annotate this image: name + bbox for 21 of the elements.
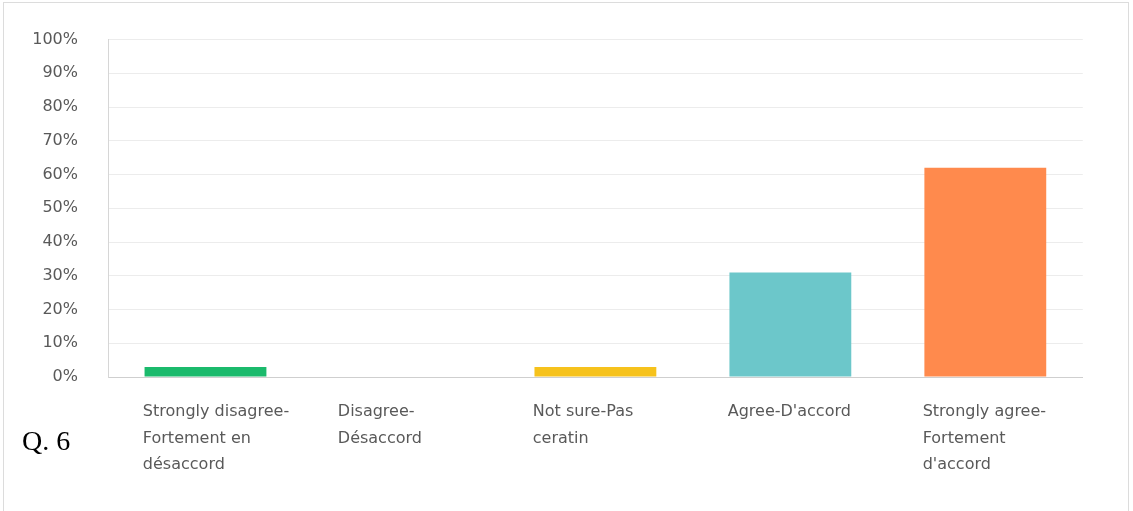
y-tick-label: 0% [52,366,78,386]
bar [534,366,657,377]
x-tick-label: Disagree-Désaccord [337,401,422,447]
y-tick-label: 20% [42,298,78,318]
x-tick-label: Strongly disagree-Fortement en désaccord [142,401,290,474]
y-tick-label: 50% [42,197,78,217]
x-tick-label: Not sure-Pas ceratin [532,401,634,447]
text: Q. 6 [22,425,71,456]
bar [144,366,267,377]
x-tick-label: Strongly agree-Fortement d'accord [922,401,1047,474]
y-tick-label: 80% [42,96,78,116]
y-tick-label: 100% [32,28,78,48]
y-tick-label: 10% [42,332,78,352]
y-tick-label: 60% [42,163,78,183]
x-tick-label: Agree-D'accord [727,401,851,421]
y-tick-label: 70% [42,129,78,149]
y-tick-label: 90% [42,62,78,82]
bar [924,167,1047,377]
y-tick-label: 30% [42,264,78,284]
y-tick-label: 40% [42,231,78,251]
bar [729,272,852,377]
